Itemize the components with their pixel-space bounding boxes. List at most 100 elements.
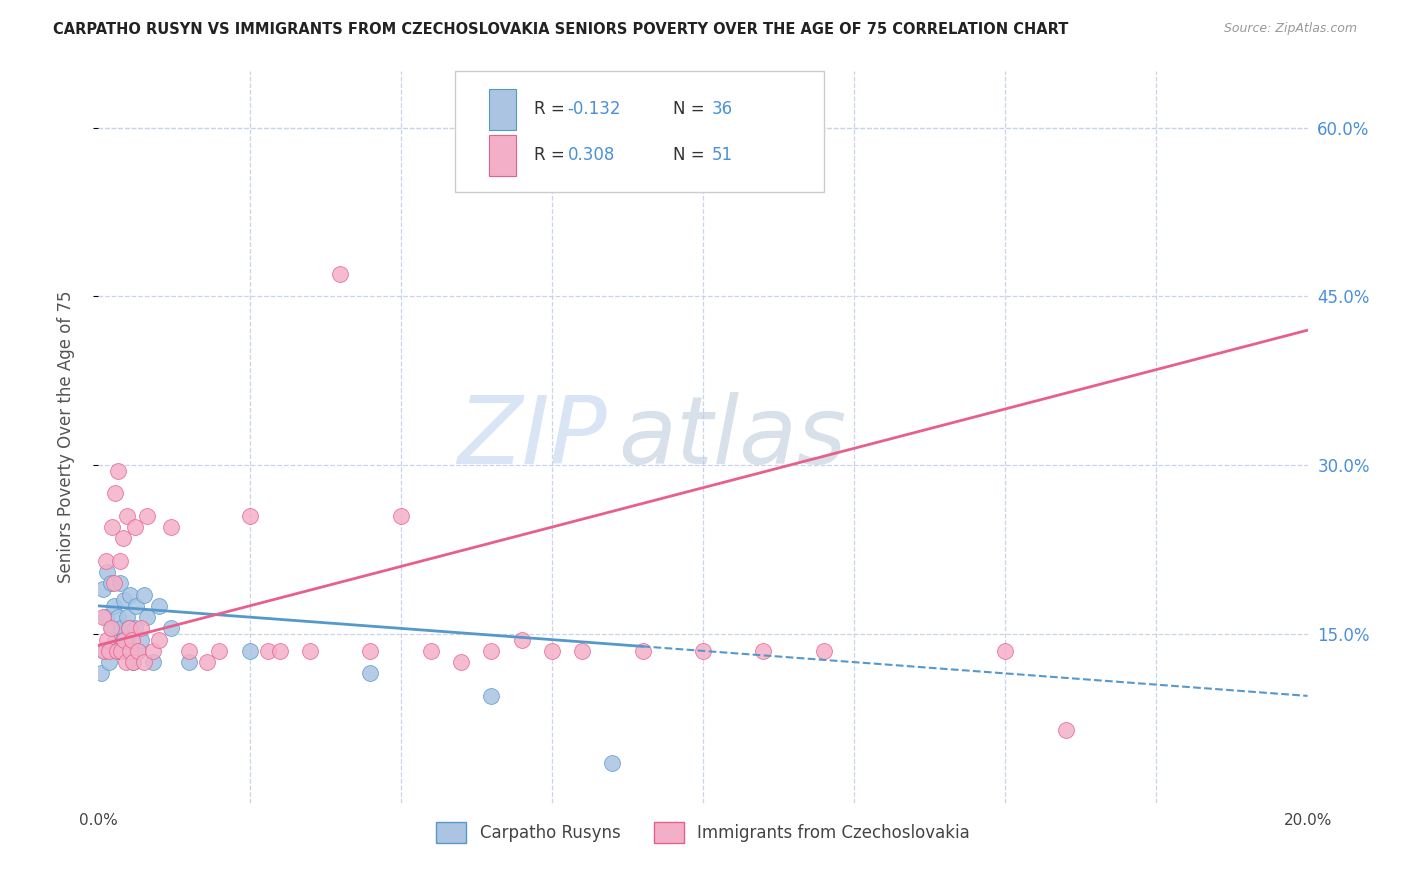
Point [269,644,291,658]
Point [98,655,121,669]
Point [117,610,139,624]
Text: N =: N = [673,101,710,119]
Point [110,644,132,658]
Point [121,632,143,647]
Point [118,644,141,658]
Text: Source: ZipAtlas.com: Source: ZipAtlas.com [1223,22,1357,36]
Point [108,554,131,568]
Point [105,644,128,658]
Text: 51: 51 [711,146,733,164]
Point [450,655,472,669]
Point [129,632,152,647]
Point [148,599,170,613]
Point [118,621,141,635]
Point [813,644,835,658]
Point [389,508,412,523]
Point [631,644,654,658]
Point [135,508,157,523]
Point [108,576,131,591]
Point [1054,723,1077,737]
Text: N =: N = [673,146,710,164]
Point [125,599,148,613]
Point [299,644,322,658]
Point [179,655,201,669]
Point [100,621,122,635]
Point [692,644,714,658]
Point [510,632,533,647]
Point [160,621,183,635]
Bar [489,89,516,129]
Point [107,610,129,624]
Point [208,644,231,658]
Point [127,644,149,658]
Point [104,486,127,500]
Point [110,621,132,635]
Point [111,632,134,647]
Point [540,644,562,658]
Text: 0.308: 0.308 [568,146,614,164]
Point [179,644,201,658]
Point [98,644,121,658]
Point [122,655,145,669]
Point [124,621,146,635]
Point [114,644,136,658]
Point [91,610,114,624]
Point [129,621,152,635]
Point [135,610,157,624]
Text: -0.132: -0.132 [568,101,621,119]
Point [481,644,503,658]
Point [256,644,278,658]
Point [329,267,352,281]
Bar [489,136,516,176]
Point [103,576,125,591]
Point [111,532,134,546]
Point [124,520,146,534]
Point [239,508,262,523]
Point [118,621,141,635]
FancyBboxPatch shape [456,71,824,192]
Text: ZIP: ZIP [457,392,606,483]
Point [100,576,122,591]
Point [994,644,1017,658]
Point [360,666,382,681]
Point [195,655,218,669]
Point [93,644,115,658]
Point [90,666,112,681]
Point [93,644,115,658]
Point [112,632,135,647]
Point [160,520,183,534]
Point [148,632,170,647]
Point [100,621,122,635]
Text: atlas: atlas [619,392,846,483]
Point [112,593,135,607]
Point [142,644,165,658]
Y-axis label: Seniors Poverty Over the Age of 75: Seniors Poverty Over the Age of 75 [56,291,75,583]
Point [132,588,155,602]
Legend: Carpatho Rusyns, Immigrants from Czechoslovakia: Carpatho Rusyns, Immigrants from Czechos… [430,815,976,849]
Point [481,689,503,703]
Point [360,644,382,658]
Text: 36: 36 [711,101,733,119]
Point [752,644,775,658]
Point [91,582,114,596]
Text: R =: R = [534,101,569,119]
Point [571,644,593,658]
Point [105,644,128,658]
Point [239,644,262,658]
Point [94,610,117,624]
Point [121,632,143,647]
Point [104,632,127,647]
Point [94,554,117,568]
Point [103,599,125,613]
Point [420,644,443,658]
Text: R =: R = [534,146,569,164]
Point [127,644,149,658]
Point [96,632,118,647]
Point [96,565,118,579]
Text: CARPATHO RUSYN VS IMMIGRANTS FROM CZECHOSLOVAKIA SENIORS POVERTY OVER THE AGE OF: CARPATHO RUSYN VS IMMIGRANTS FROM CZECHO… [53,22,1069,37]
Point [132,655,155,669]
Point [114,655,136,669]
Point [122,655,145,669]
Point [602,756,624,771]
Point [107,464,129,478]
